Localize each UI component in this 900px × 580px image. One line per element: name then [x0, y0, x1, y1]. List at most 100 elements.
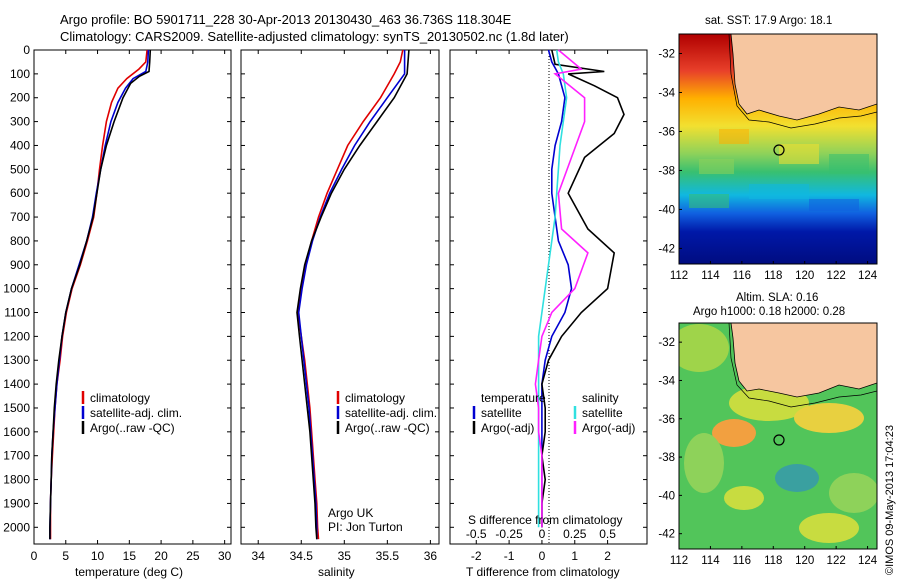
legend-salinity-title: salinity — [582, 391, 619, 405]
depth-tick-label: 100 — [10, 67, 30, 81]
depth-tick-label: 1200 — [3, 329, 30, 343]
sst-argo-marker — [773, 144, 785, 156]
legend-temp-argo: Argo(-adj) — [481, 421, 534, 435]
sla-subtitle: Argo h1000: 0.18 h2000: 0.28 — [693, 306, 845, 318]
sla-map-ytick-label: -42 — [658, 529, 675, 541]
sst-map-ytick-label: -40 — [658, 204, 675, 216]
sdiff-tick-label: 0.25 — [563, 527, 587, 541]
salinity-xtick-label: 35 — [338, 549, 352, 563]
temperature-xtick-label: 15 — [123, 549, 137, 563]
sst-map-xtick-label: 120 — [795, 270, 814, 282]
depth-tick-label: 1600 — [3, 425, 30, 439]
sst-map-ytick-label: -38 — [658, 165, 675, 177]
temperature-legend: climatology satellite-adj. clim. Argo(..… — [81, 391, 182, 435]
salinity-legend: climatology satellite-adj. clim. Argo(..… — [336, 391, 437, 435]
depth-tick-label: 600 — [10, 186, 30, 200]
depth-tick-label: 1700 — [3, 449, 30, 463]
difference-xtick-label: 1 — [571, 549, 578, 563]
temperature-xtick-label: 30 — [218, 549, 232, 563]
temperature-xtick-label: 0 — [31, 549, 38, 563]
difference-series-3 — [534, 49, 589, 528]
temperature-axes — [33, 49, 232, 545]
sst-map-xtick-label: 114 — [701, 270, 720, 282]
sdiff-tick-label: 0.5 — [599, 527, 616, 541]
salinity-legend-argo: Argo(..raw -QC) — [345, 421, 430, 435]
salinity-xlabel: salinity — [318, 565, 355, 579]
temperature-xtick-label: 10 — [91, 549, 105, 563]
depth-tick-label: 1900 — [3, 496, 30, 510]
depth-tick-label: 1800 — [3, 473, 30, 487]
sst-map-xtick-label: 118 — [764, 270, 782, 282]
depth-tick-label: 200 — [10, 91, 30, 105]
sla-map — [679, 323, 877, 549]
difference-xtick-label: -1 — [504, 549, 515, 563]
sst-map-ytick-label: -32 — [658, 48, 675, 60]
copyright-label-box: ©IMOS 09-May-2013 17:04:23 — [884, 425, 896, 575]
temperature-xtick-label: 20 — [154, 549, 168, 563]
depth-tick-label: 1300 — [3, 353, 30, 367]
sla-map-ytick-label: -40 — [658, 490, 675, 502]
annotation-argo-uk: Argo UK — [328, 506, 373, 520]
legend-sal-argo: Argo(-adj) — [582, 421, 635, 435]
salinity-xtick-label: 34 — [252, 549, 266, 563]
salinity-legend-climatology: climatology — [345, 391, 405, 405]
sla-map-xtick-label: 114 — [701, 555, 720, 567]
sst-map-ytick-label: -34 — [658, 87, 675, 99]
temperature-xtick-label: 5 — [62, 549, 69, 563]
difference-xlabel: T difference from climatology — [466, 565, 620, 579]
legend-temperature-title: temperature — [481, 391, 546, 405]
sst-title: sat. SST: 17.9 Argo: 18.1 — [705, 15, 832, 27]
header-line1: Argo profile: BO 5901711_228 30-Apr-2013… — [60, 12, 512, 27]
depth-tick-label: 1100 — [4, 306, 30, 320]
depth-tick-label: 2000 — [3, 520, 30, 534]
depth-tick-label: 700 — [10, 210, 30, 224]
salinity-xtick-label: 35.5 — [376, 549, 400, 563]
sst-map — [679, 34, 877, 264]
annotation-pi: PI: Jon Turton — [328, 520, 403, 534]
difference-panel: -2 -1 0 1 2 -0.5 -0.25 0 0.25 0.5 T difference fr… — [449, 49, 648, 579]
temperature-xtick-label: 25 — [186, 549, 200, 563]
sla-map-xtick-label: 112 — [670, 555, 688, 567]
temperature-panel: 0100200300400500600700800900100011001200… — [3, 43, 231, 579]
sla-map-ytick-label: -32 — [658, 337, 675, 349]
depth-tick-label: 400 — [10, 138, 30, 152]
salinity-series-2 — [296, 49, 410, 540]
temperature-series-2 — [49, 49, 152, 540]
legend-satellite: satellite-adj. clim. — [90, 406, 182, 420]
sla-land — [730, 323, 877, 398]
depth-tick-label: 1400 — [3, 377, 30, 391]
sdiff-tick-label: 0 — [539, 527, 546, 541]
sst-map-ytick-label: -42 — [658, 243, 675, 255]
sla-map-xtick-label: 122 — [827, 555, 846, 567]
copyright-label: ©IMOS 09-May-2013 17:04:23 — [884, 425, 896, 575]
sla-map-panel: Altim. SLA: 0.16 Argo h1000: 0.18 h2000:… — [658, 292, 877, 567]
legend-climatology: climatology — [90, 391, 150, 405]
legend-sal-satellite: satellite — [582, 406, 623, 420]
salinity-series-1 — [297, 50, 406, 540]
difference-series-2 — [537, 49, 568, 528]
depth-tick-label: 900 — [10, 258, 30, 272]
depth-tick-label: 500 — [10, 162, 30, 176]
salinity-xtick-label: 34.5 — [290, 549, 314, 563]
sdiff-tick-label: -0.25 — [495, 527, 523, 541]
sst-map-xtick-label: 112 — [670, 270, 688, 282]
difference-xtick-label: 0 — [539, 549, 546, 563]
difference-series-1 — [541, 49, 625, 528]
temperature-xlabel: temperature (deg C) — [75, 565, 183, 579]
sst-map-ytick-label: -36 — [658, 126, 675, 138]
sla-map-ytick-label: -38 — [658, 452, 675, 464]
sla-argo-marker — [773, 434, 785, 446]
depth-tick-label: 1500 — [3, 401, 30, 415]
sst-map-xtick-label: 124 — [858, 270, 878, 282]
sst-map-xtick-label: 122 — [827, 270, 846, 282]
sst-land — [730, 34, 877, 121]
salinity-legend-satellite: satellite-adj. clim. — [345, 406, 437, 420]
header-line2: Climatology: CARS2009. Satellite-adjuste… — [60, 29, 569, 44]
difference-series-0 — [541, 49, 573, 528]
sla-map-ytick-label: -36 — [658, 414, 675, 426]
legend-temp-satellite: satellite — [481, 406, 522, 420]
sst-map-panel: sat. SST: 17.9 Argo: 18.1 — [658, 15, 877, 282]
depth-tick-label: 800 — [10, 234, 30, 248]
sla-map-xtick-label: 120 — [795, 555, 814, 567]
